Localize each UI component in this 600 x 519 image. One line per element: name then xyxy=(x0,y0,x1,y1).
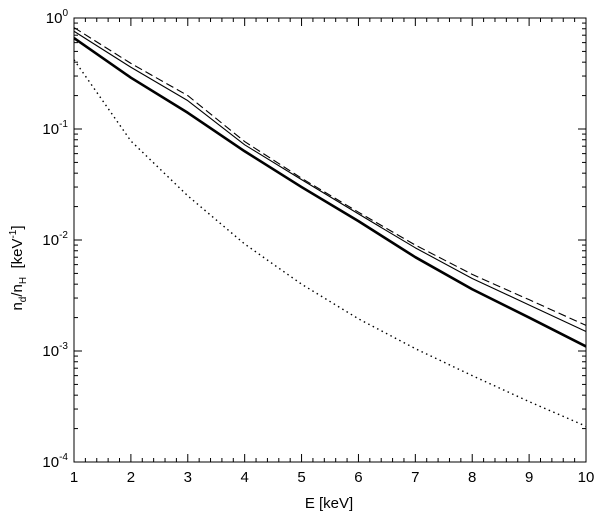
series-line-thin-solid xyxy=(73,30,587,332)
x-axis-ticks: 1 2 3 4 5 6 7 8 9 10 xyxy=(70,18,595,486)
x-tick-label: 1 xyxy=(70,469,78,486)
y-axis-label-unit-close: ] xyxy=(9,225,26,229)
x-axis-label: E [keV] xyxy=(305,495,353,512)
x-tick-label: 4 xyxy=(240,469,248,486)
series-group xyxy=(73,27,587,427)
y-axis-label: nd/nH [keV-1] xyxy=(8,225,29,310)
y-tick-label: 10-3 xyxy=(42,341,68,360)
x-tick-label: 6 xyxy=(354,469,362,486)
x-tick-label: 9 xyxy=(525,469,533,486)
y-tick-label: 10-4 xyxy=(42,452,68,471)
series-line-dotted xyxy=(73,59,587,427)
x-tick-label: 8 xyxy=(468,469,476,486)
plot-frame xyxy=(73,17,587,463)
y-axis-label-sub-h: H xyxy=(18,277,29,284)
y-axis-label-sub-d: d xyxy=(18,297,29,303)
y-tick-label: 100 xyxy=(46,8,69,27)
x-tick-label: 10 xyxy=(578,469,595,486)
x-tick-label: 7 xyxy=(411,469,419,486)
y-axis-label-n: n xyxy=(9,302,26,310)
x-tick-label: 3 xyxy=(184,469,192,486)
x-tick-label: 5 xyxy=(297,469,305,486)
y-tick-label: 10-2 xyxy=(42,230,68,249)
y-tick-label: 10-1 xyxy=(42,119,68,138)
plot-area-border xyxy=(73,17,587,463)
y-axis-label-unit-exp: -1 xyxy=(8,229,19,238)
y-axis-ticks: 10-4 10-3 10-2 10-1 100 xyxy=(42,8,586,471)
y-axis-label-slash-n: /n xyxy=(9,284,26,297)
x-tick-label: 2 xyxy=(127,469,135,486)
series-line-dashed xyxy=(73,27,587,326)
series-line-thick-solid xyxy=(73,36,587,348)
y-axis-label-unit-open: [keV xyxy=(9,239,26,277)
